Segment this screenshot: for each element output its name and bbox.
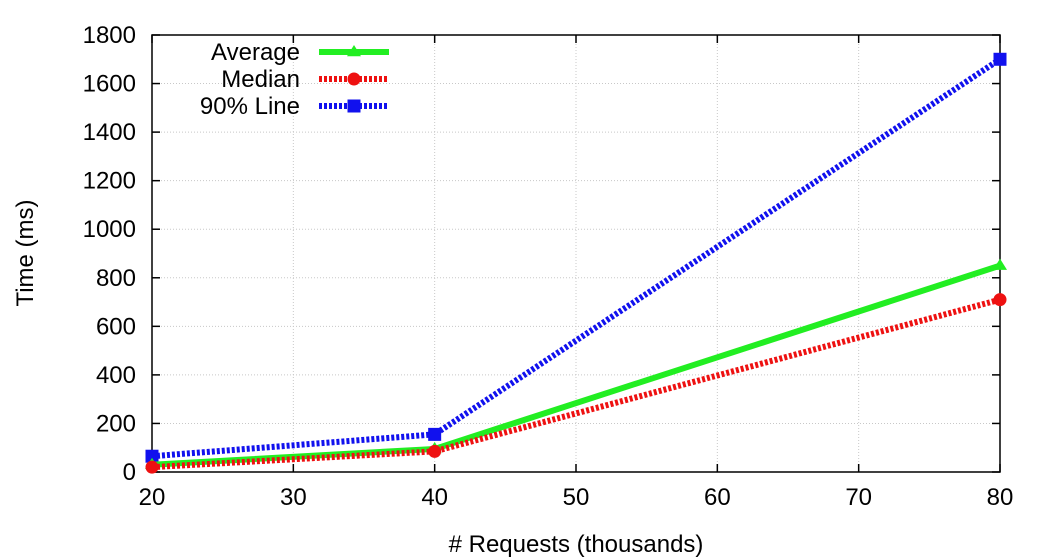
data-point-90-line — [145, 449, 159, 463]
y-tick-label: 600 — [96, 313, 136, 340]
y-tick-label: 400 — [96, 362, 136, 389]
x-tick-label: 50 — [563, 484, 590, 511]
y-tick-label: 1400 — [83, 119, 136, 146]
y-tick-label: 200 — [96, 410, 136, 437]
data-point-median — [145, 460, 159, 474]
data-point-median — [993, 293, 1007, 307]
data-point-average — [993, 258, 1007, 270]
legend-item-average: Average — [211, 39, 389, 66]
series-group — [145, 52, 1007, 474]
legend-item-90-line: 90% Line — [200, 93, 389, 120]
y-axis-label: Time (ms) — [12, 199, 39, 306]
axis-ticks: 20 30 40 50 60 70 8002004006008001000120014001… — [83, 22, 1014, 511]
series-90-line — [145, 52, 1007, 463]
x-tick-label: 40 — [421, 484, 448, 511]
legend-marker-average — [347, 45, 361, 57]
legend-label: Median — [221, 66, 300, 93]
legend-item-median: Median — [221, 66, 389, 93]
y-tick-label: 1600 — [83, 71, 136, 98]
y-tick-label: 1200 — [83, 168, 136, 195]
x-tick-label: 30 — [280, 484, 307, 511]
series-median — [145, 293, 1007, 474]
grid — [152, 35, 1000, 472]
data-point-90-line — [993, 52, 1007, 66]
legend-marker-90-line — [347, 99, 361, 113]
series-line-90-line — [151, 56, 1002, 460]
y-tick-label: 1000 — [83, 216, 136, 243]
data-point-median — [428, 444, 442, 458]
data-point-90-line — [428, 427, 442, 441]
legend-label: Average — [211, 39, 300, 66]
x-tick-label: 20 — [139, 484, 166, 511]
x-tick-label: 70 — [845, 484, 872, 511]
legend-marker-median — [347, 72, 361, 86]
legend-label: 90% Line — [200, 93, 300, 120]
y-tick-label: 1800 — [83, 22, 136, 49]
x-tick-label: 60 — [704, 484, 731, 511]
x-axis-label: # Requests (thousands) — [449, 531, 704, 558]
y-tick-label: 0 — [123, 459, 136, 486]
x-tick-label: 80 — [987, 484, 1014, 511]
y-tick-label: 800 — [96, 265, 136, 292]
